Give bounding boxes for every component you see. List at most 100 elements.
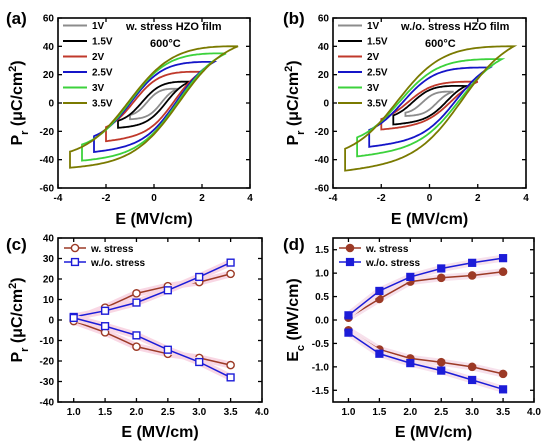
plot-area — [344, 254, 508, 394]
data-point — [132, 342, 141, 351]
legend-marker — [70, 257, 80, 267]
data-point — [406, 359, 415, 368]
loop-1V — [404, 90, 454, 117]
chart-subtitle: 600°C — [150, 38, 181, 50]
y-tick-label: 40 — [43, 234, 55, 245]
y-axis-label-part: 2 — [283, 66, 295, 72]
legend-entry: 2.5V — [367, 68, 388, 79]
x-tick-label: -2 — [377, 193, 386, 204]
y-tick-label: -20 — [315, 127, 330, 138]
legend-entry: 1V — [92, 21, 105, 32]
data-point — [498, 385, 508, 394]
loop-1-5V — [392, 85, 470, 126]
chart-title: w./o. stress HZO film — [400, 21, 510, 33]
loop-3-5V — [344, 45, 518, 172]
x-tick-label: 1.5 — [98, 407, 112, 418]
y-tick-label: -40 — [315, 155, 330, 166]
x-tick-label: 0 — [151, 193, 157, 204]
legend-entry: 3.5V — [92, 99, 113, 110]
y-axis-label: Pr (μC/cm2) — [283, 60, 307, 145]
data-point — [467, 271, 477, 280]
legend-entry: 3V — [367, 83, 380, 94]
plot-frame — [57, 17, 251, 189]
panel-label: (d) — [283, 235, 305, 254]
legend-marker — [345, 243, 355, 253]
x-tick-label: 2 — [475, 193, 481, 204]
x-tick-label: 4 — [523, 193, 529, 204]
data-point — [498, 267, 508, 277]
x-axis-label: E (MV/cm) — [115, 211, 192, 228]
legend-entry: w./o. stress — [90, 258, 146, 269]
ticks: 1.0 1.5 2.0 2.5 3.0 3.5 4.0 -40 -30 -20 -10 0 10 20 30… — [40, 234, 270, 419]
x-tick-label: -4 — [54, 193, 63, 204]
plot-area — [344, 45, 518, 172]
y-tick-label: 20 — [318, 70, 330, 81]
data-point — [375, 349, 384, 358]
data-point — [100, 322, 110, 331]
data-point — [375, 286, 384, 296]
plot-area — [69, 45, 239, 169]
legend: 1V 1.5V 2V 2.5V 3V 3.5V — [338, 21, 388, 110]
legend: w. stress w./o. stress — [339, 243, 421, 269]
y-tick-label: 60 — [43, 14, 55, 25]
series-line — [348, 270, 504, 319]
data-point — [344, 311, 353, 320]
legend-entry: 3.5V — [367, 99, 388, 110]
y-axis-label: Pr (μC/cm2) — [7, 277, 31, 362]
x-tick-label: 3.5 — [496, 407, 510, 418]
x-tick-label: 1.0 — [67, 407, 81, 418]
data-point — [467, 362, 477, 372]
x-tick-label: 3.0 — [465, 407, 479, 418]
y-tick-label: -30 — [40, 377, 55, 388]
panel-d: (d) 1.0 1.5 2.0 2.5 3.0 3.5 4.0 -1.5 -1.0 -0.5 0.0 0… — [283, 235, 541, 441]
y-tick-label: -60 — [40, 184, 55, 195]
y-tick-label: 60 — [318, 14, 330, 25]
panel-label: (b) — [283, 9, 305, 28]
legend-entry: 2V — [92, 52, 105, 63]
legend-entry: 1.5V — [92, 37, 113, 48]
legend-entry: 3V — [92, 83, 105, 94]
x-tick-label: 0 — [427, 193, 433, 204]
legend-marker — [345, 257, 355, 267]
panel-label: (c) — [6, 235, 27, 254]
y-tick-label: 40 — [43, 42, 55, 53]
y-tick-label: 0 — [323, 99, 329, 110]
x-tick-label: 1.5 — [372, 407, 386, 418]
x-tick-label: 2.0 — [130, 407, 144, 418]
data-point — [406, 272, 415, 281]
legend: 1V 1.5V 2V 2.5V 3V 3.5V — [63, 21, 113, 110]
data-point — [226, 258, 235, 267]
x-tick-label: -4 — [329, 193, 338, 204]
legend-entry: w./o. stress — [365, 258, 421, 269]
x-axis-label: E (MV/cm) — [391, 211, 468, 228]
y-tick-label: -0.5 — [312, 339, 330, 350]
y-axis-label-part: 2 — [7, 66, 19, 72]
x-tick-label: 2.5 — [434, 407, 448, 418]
data-point — [132, 298, 141, 307]
y-tick-label: 1.5 — [315, 245, 329, 256]
y-tick-label: 40 — [318, 42, 330, 53]
data-point — [195, 272, 204, 282]
y-axis-label-part: ) — [9, 277, 26, 282]
plot-frame — [332, 237, 535, 403]
y-tick-label: 30 — [43, 254, 55, 265]
x-tick-label: 3.0 — [192, 407, 206, 418]
series-line — [73, 320, 231, 366]
data-point — [498, 254, 508, 263]
x-tick-label: 4 — [247, 193, 253, 204]
y-axis-label-part: r — [295, 130, 307, 135]
data-point — [226, 269, 235, 279]
data-point — [437, 264, 446, 273]
data-point — [163, 345, 172, 354]
legend-marker — [70, 243, 80, 253]
x-tick-label: 4.0 — [255, 407, 269, 418]
y-tick-label: -10 — [40, 336, 55, 347]
y-tick-label: -1.5 — [312, 386, 330, 397]
y-axis-label: Pr (μC/cm2) — [7, 60, 31, 145]
series-line — [73, 261, 231, 318]
data-point — [69, 313, 78, 323]
y-tick-label: 0 — [48, 316, 54, 327]
series-line — [73, 317, 231, 379]
